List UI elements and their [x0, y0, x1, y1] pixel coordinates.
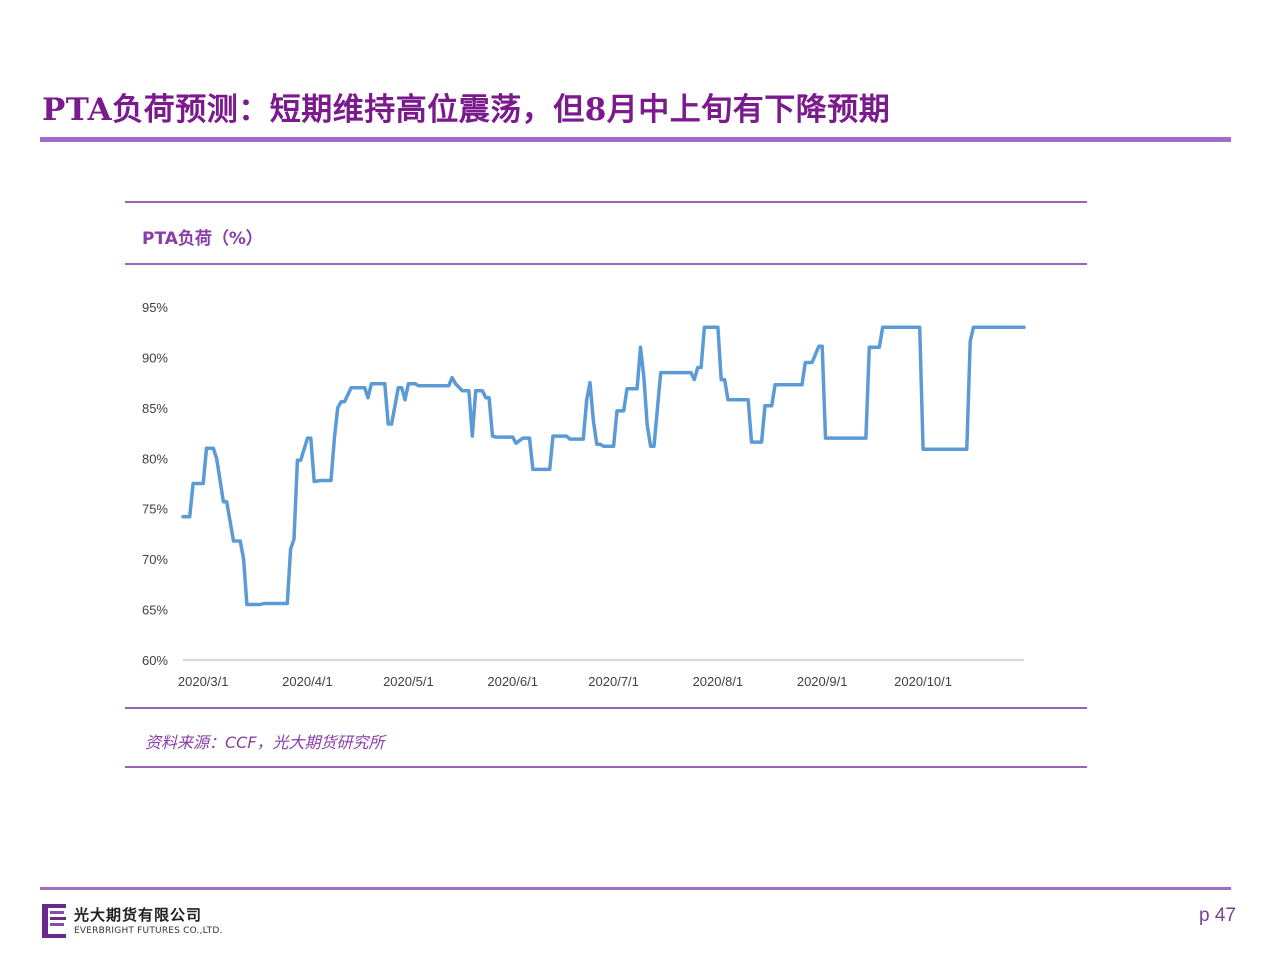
- x-tick-label: 2020/4/1: [282, 674, 333, 689]
- x-tick-label: 2020/6/1: [487, 674, 538, 689]
- y-axis-labels: 60% 65% 70% 75% 80% 85% 90% 95%: [142, 300, 168, 668]
- chart-bottom-rule: [125, 707, 1087, 709]
- y-tick-label: 75%: [142, 502, 168, 517]
- page-title: PTA负荷预测：短期维持高位震荡，但8月中上旬有下降预期: [42, 92, 891, 128]
- chart-panel-top-rule: [125, 201, 1087, 203]
- everbright-logo-icon: [42, 904, 66, 938]
- chart-title-rule: [125, 263, 1087, 265]
- y-tick-label: 70%: [142, 552, 168, 567]
- source-bottom-rule: [125, 766, 1087, 768]
- page-number: p 47: [1199, 905, 1236, 926]
- y-tick-label: 65%: [142, 603, 168, 618]
- y-tick-label: 85%: [142, 401, 168, 416]
- company-name-en: EVERBRIGHT FUTURES CO.,LTD.: [74, 926, 223, 936]
- footer-rule: [40, 887, 1231, 890]
- x-tick-label: 2020/7/1: [588, 674, 639, 689]
- series-line: [181, 325, 1026, 607]
- x-tick-label: 2020/5/1: [383, 674, 434, 689]
- y-tick-label: 60%: [142, 653, 168, 668]
- company-name-cn: 光大期货有限公司: [74, 906, 203, 924]
- y-tick-label: 95%: [142, 300, 168, 315]
- x-tick-label: 2020/10/1: [894, 674, 952, 689]
- x-axis-labels: 2020/3/1 2020/4/1 2020/5/1 2020/6/1 2020/7/1…: [178, 674, 952, 689]
- source-note: 资料来源：CCF，光大期货研究所: [145, 733, 385, 752]
- title-underline: [40, 137, 1231, 142]
- x-tick-label: 2020/8/1: [693, 674, 744, 689]
- series-layer: [181, 325, 1026, 607]
- y-tick-label: 80%: [142, 451, 168, 466]
- chart-title: PTA负荷（%）: [142, 229, 263, 249]
- x-tick-label: 2020/9/1: [797, 674, 848, 689]
- x-tick-label: 2020/3/1: [178, 674, 229, 689]
- y-tick-label: 90%: [142, 350, 168, 365]
